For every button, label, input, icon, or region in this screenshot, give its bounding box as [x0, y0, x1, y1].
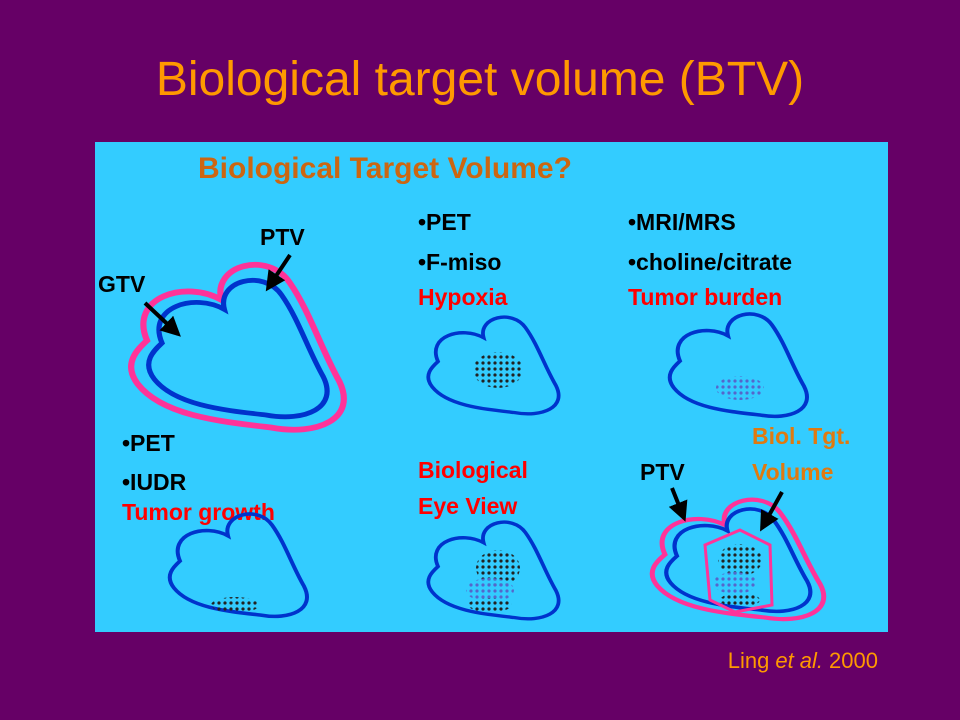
bullet: •PET [122, 430, 175, 456]
caption: Tumor growth [122, 499, 275, 525]
bullet: •PET [418, 209, 471, 235]
citation-author: Ling [728, 648, 770, 673]
label: PTV [260, 224, 305, 250]
caption: Biological [418, 457, 528, 483]
caption: Tumor burden [628, 284, 782, 310]
citation-year: 2000 [829, 648, 878, 673]
bullet: •F-miso [418, 249, 501, 275]
label: GTV [98, 271, 146, 297]
hypoxia-region [473, 352, 523, 388]
growth-region [211, 597, 259, 613]
bullet: •MRI/MRS [628, 209, 736, 235]
arrow [265, 253, 292, 292]
burden-region [466, 578, 514, 602]
citation: Ling et al. 2000 [728, 648, 878, 673]
btv-outline [703, 528, 774, 614]
growth-region [468, 598, 512, 612]
label: Volume [752, 459, 833, 485]
figure-title: Biological Target Volume? [198, 152, 572, 185]
hypoxia-region [476, 550, 520, 586]
growth-region [720, 593, 760, 607]
caption: Hypoxia [418, 284, 508, 310]
bullet: •choline/citrate [628, 249, 792, 275]
slide-title: Biological target volume (BTV) [156, 53, 804, 106]
arrow [760, 491, 784, 532]
citation-emphasis: et al. [775, 648, 823, 673]
caption: Eye View [418, 493, 517, 519]
label: Biol. Tgt. [752, 423, 850, 449]
burden-region [716, 376, 764, 400]
arrow [143, 301, 181, 337]
label: PTV [640, 459, 685, 485]
burden-region [713, 572, 757, 594]
hypoxia-region [718, 544, 762, 576]
arrow [668, 487, 688, 522]
bullet: •IUDR [122, 469, 187, 495]
